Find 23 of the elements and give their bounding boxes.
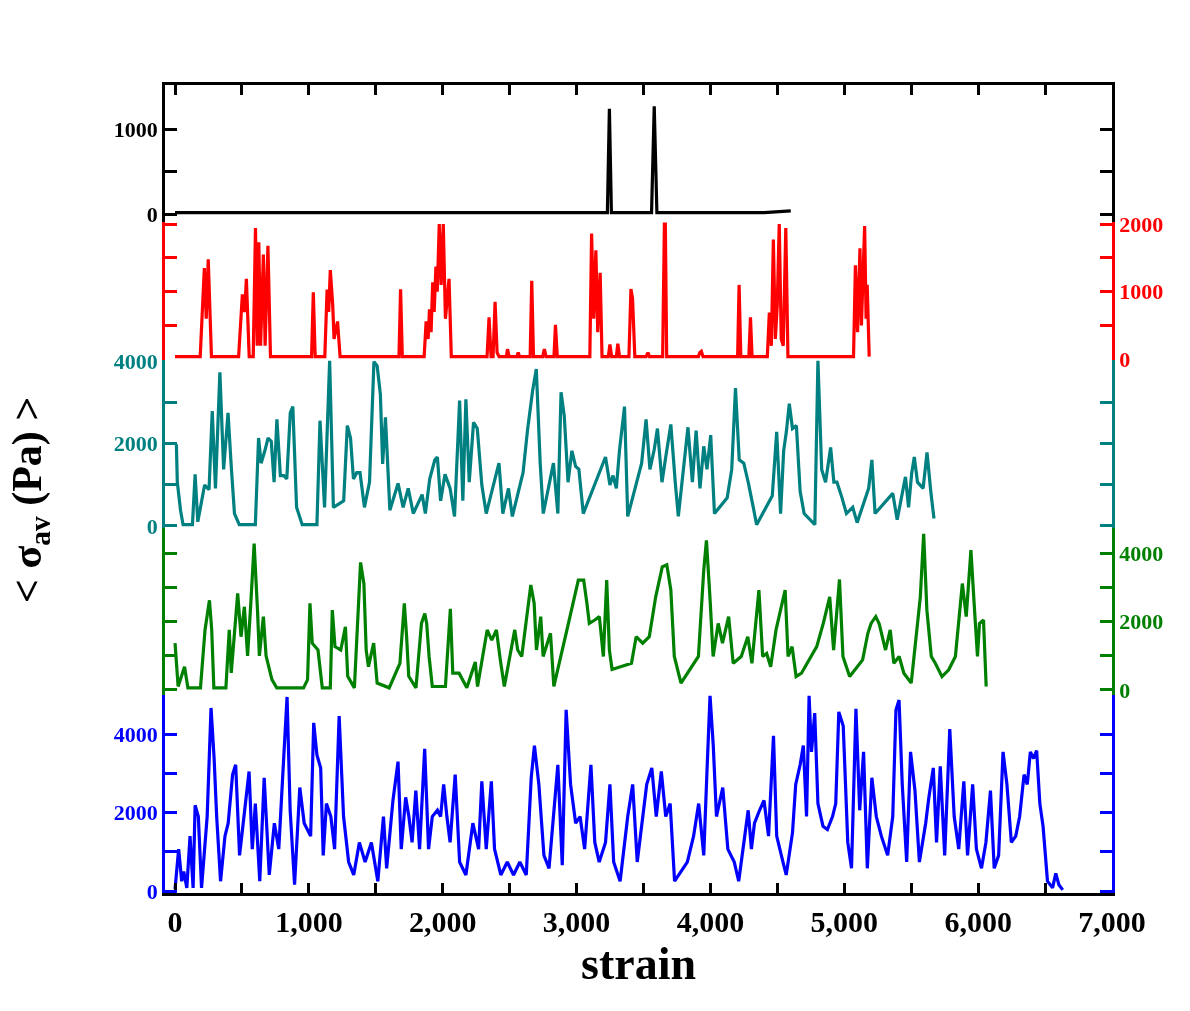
x-tick-label: 2,000 (408, 904, 477, 938)
y-tick-label: 4000 (113, 721, 158, 747)
y-tick-label: 1000 (113, 116, 158, 142)
x-tick-label: 4,000 (676, 904, 745, 938)
y-tick-label: 2000 (113, 800, 158, 826)
x-tick-label: 6,000 (944, 904, 1012, 938)
y2-tick-label: 0 (1119, 347, 1131, 373)
x-tick-label: 5,000 (810, 904, 879, 938)
x-tick-label: 1,000 (275, 904, 343, 938)
x-tick-label: 0 (167, 904, 183, 938)
x-axis-title: strain (581, 937, 696, 989)
x-tick-label: 3,000 (542, 904, 611, 938)
y2-tick-label: 4000 (1119, 541, 1164, 567)
y2-tick-label: 0 (1119, 677, 1131, 703)
y-tick-label: 2000 (113, 431, 158, 457)
y2-tick-label: 2000 (1119, 211, 1164, 237)
y-tick-label: 4000 (113, 348, 158, 374)
y-tick-label: 0 (146, 202, 158, 228)
x-tick-label: 7,000 (1078, 904, 1146, 938)
y-tick-label: 0 (146, 513, 158, 539)
y-tick-label: 0 (146, 878, 158, 904)
y2-tick-label: 1000 (1119, 279, 1164, 305)
y2-tick-label: 2000 (1119, 609, 1164, 635)
